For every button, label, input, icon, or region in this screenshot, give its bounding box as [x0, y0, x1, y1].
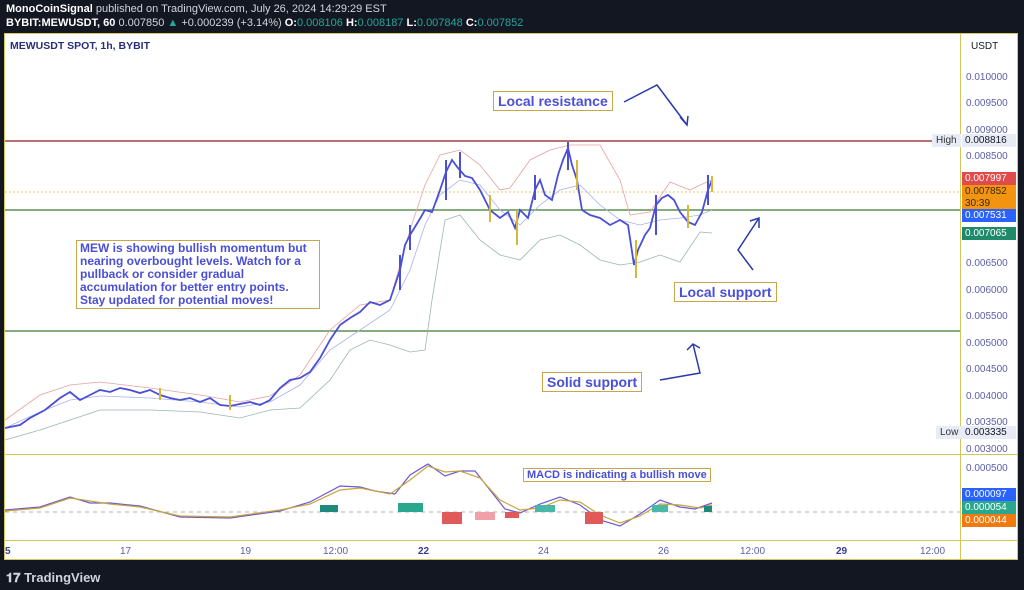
bb-lower-tag: 0.007065	[962, 227, 1016, 240]
y-tick: 0.009000	[966, 125, 1008, 136]
price-axis[interactable]	[960, 34, 1019, 559]
low-value: 0.007848	[416, 17, 463, 29]
signal-tag: 0.000044	[962, 514, 1016, 527]
x-tick: 26	[658, 546, 670, 557]
y-tick: 0.010000	[966, 72, 1008, 83]
candles	[4, 142, 713, 429]
publish-date: published on TradingView.com, July 26, 2…	[95, 3, 387, 15]
countdown-tag: 30:39	[962, 197, 1016, 210]
high-value-tag: 0.008816	[962, 134, 1016, 147]
commentary-note[interactable]: MEW is showing bullish momentum but near…	[76, 240, 320, 309]
brand-name: TradingView	[24, 570, 101, 585]
y-tick: 0.003000	[966, 444, 1008, 455]
y-tick: 0.003500	[966, 417, 1008, 428]
currency-label: USDT	[971, 41, 999, 52]
publish-info: MonoCoinSignal published on TradingView.…	[6, 3, 387, 15]
x-tick: 12:00	[740, 546, 766, 557]
bb-basis-tag: 0.007531	[962, 209, 1016, 222]
symbol-info: BYBIT:MEWUSDT, 60 0.007850 ▲ +0.000239 (…	[6, 17, 523, 29]
y-tick: 0.005500	[966, 311, 1008, 322]
low-marker-label: Low	[936, 426, 963, 439]
solid-support-arrow-icon	[659, 343, 701, 381]
price-change: +0.000239 (+3.14%)	[181, 17, 282, 29]
x-tick: 12:00	[920, 546, 946, 557]
x-tick: 12:00	[323, 546, 349, 557]
high-value: 0.008187	[357, 17, 404, 29]
y-tick: 0.004500	[966, 364, 1008, 375]
close-value: 0.007852	[477, 17, 524, 29]
bb-basis	[4, 179, 713, 429]
local-resistance-label[interactable]: Local resistance	[493, 91, 613, 111]
x-tick: 29	[836, 546, 848, 557]
y-tick: 0.004000	[966, 391, 1008, 402]
high-marker-label: High	[932, 134, 961, 147]
x-tick: 24	[538, 546, 550, 557]
close-label: C:	[465, 17, 478, 29]
bb-lower	[4, 214, 713, 441]
y-tick: 0.006000	[966, 285, 1008, 296]
pane-separator[interactable]	[5, 454, 1017, 455]
publisher-name[interactable]: MonoCoinSignal	[6, 3, 93, 15]
solid-support-label[interactable]: Solid support	[542, 372, 643, 392]
symbol-label: BYBIT:MEWUSDT, 60	[6, 17, 116, 29]
time-axis-separator	[5, 540, 1017, 541]
price-tag: 0.007852	[962, 185, 1016, 198]
macd-signal-line	[4, 465, 713, 524]
low-value-tag: 0.003335	[962, 426, 1016, 439]
macd-note[interactable]: MACD is indicating a bullish move	[523, 468, 711, 482]
macd-line	[4, 463, 713, 527]
local-support-arrow-icon	[737, 217, 760, 271]
open-value: 0.008106	[296, 17, 343, 29]
x-tick: 17	[120, 546, 132, 557]
histogram-tag: 0.000054	[962, 501, 1016, 514]
resistance-arrow-icon	[623, 84, 688, 126]
low-label: L:	[406, 17, 417, 29]
macd-y-tick: 0.000500	[966, 463, 1008, 474]
y-tick: 0.008500	[966, 151, 1008, 162]
up-triangle-icon: ▲	[167, 17, 179, 29]
local-support-label[interactable]: Local support	[674, 282, 777, 302]
last-price: 0.007850	[118, 17, 165, 29]
tradingview-logo[interactable]: 𝟏𝟕 TradingView	[6, 570, 100, 586]
y-tick: 0.009500	[966, 98, 1008, 109]
y-tick: 0.005000	[966, 338, 1008, 349]
y-tick: 0.006500	[966, 258, 1008, 269]
tv-logo-icon: 𝟏𝟕	[6, 570, 25, 585]
macd-tag: 0.000097	[962, 488, 1016, 501]
open-label: O:	[284, 17, 297, 29]
macd-histogram	[320, 503, 712, 524]
high-label: H:	[345, 17, 358, 29]
x-tick: 5	[5, 546, 11, 557]
bb-upper-tag: 0.007997	[962, 172, 1016, 185]
chart-title: MEWUSDT SPOT, 1h, BYBIT	[10, 40, 151, 52]
bb-upper	[4, 144, 713, 421]
x-tick: 22	[418, 546, 430, 557]
x-tick: 19	[240, 546, 252, 557]
